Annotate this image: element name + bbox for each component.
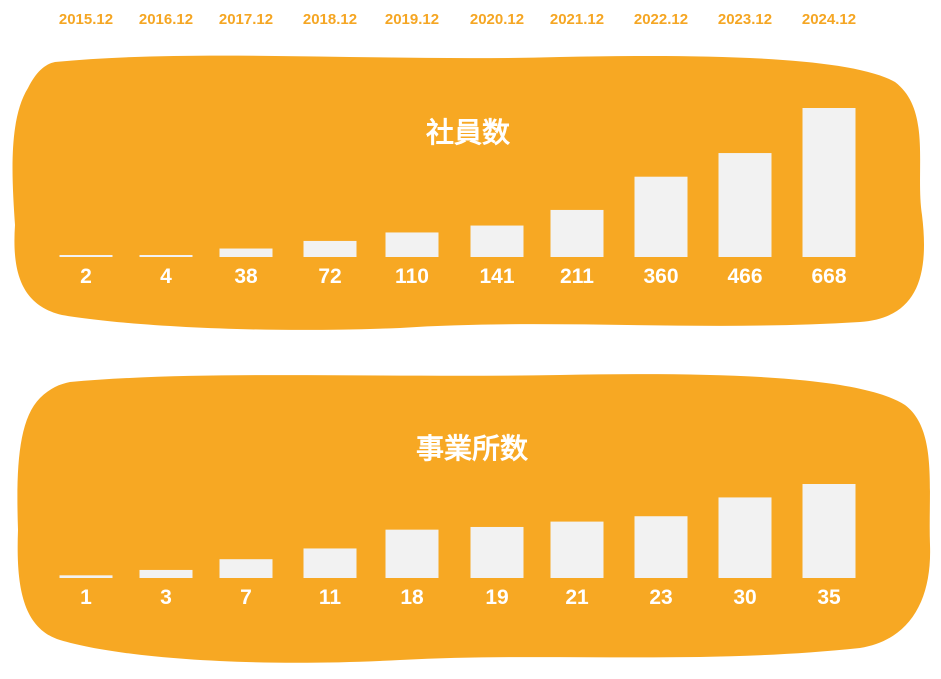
bar-value-label: 1	[80, 586, 92, 609]
bar	[718, 153, 772, 257]
bar	[550, 521, 604, 578]
bar	[59, 255, 113, 257]
employees-panel-background	[12, 55, 925, 330]
bar-value-label: 466	[727, 265, 762, 288]
bar	[59, 575, 113, 578]
year-label: 2018.12	[303, 11, 357, 28]
bar-value-label: 141	[479, 265, 514, 288]
bar-value-label: 72	[318, 265, 341, 288]
bar	[634, 516, 688, 578]
year-label: 2019.12	[385, 11, 439, 28]
bar	[219, 248, 273, 257]
year-label: 2024.12	[802, 11, 856, 28]
bar-value-label: 35	[817, 586, 841, 609]
bar-value-label: 110	[395, 265, 429, 288]
year-label: 2017.12	[219, 11, 273, 28]
year-label: 2021.12	[550, 11, 604, 28]
employees-panel: 社員数 2 4 38 72 110 141 211 360 466 668	[12, 55, 925, 330]
bar-value-label: 19	[485, 586, 508, 609]
bar-value-label: 38	[234, 265, 258, 288]
bar-value-label: 211	[560, 265, 594, 288]
bar-value-label: 4	[160, 265, 172, 288]
bar-value-label: 360	[643, 265, 678, 288]
bar-value-label: 7	[240, 586, 252, 609]
year-label: 2020.12	[470, 11, 524, 28]
offices-panel: 事業所数 1 3 7 11 18 19 21 23 30 35	[17, 374, 931, 663]
bar-value-label: 18	[400, 586, 424, 609]
bar	[470, 225, 524, 257]
bar	[139, 569, 193, 578]
bar-value-label: 2	[80, 265, 92, 288]
bar	[303, 548, 357, 578]
offices-panel-background	[17, 374, 931, 663]
year-axis: 2015.12 2016.12 2017.12 2018.12 2019.12 2020.…	[59, 11, 856, 28]
bar	[802, 484, 856, 578]
bar-value-label: 11	[319, 586, 342, 609]
bar	[303, 240, 357, 257]
year-label: 2023.12	[718, 11, 772, 28]
bar	[139, 255, 193, 257]
bar	[718, 497, 772, 578]
offices-chart-title: 事業所数	[416, 432, 529, 465]
bar-value-label: 23	[649, 586, 672, 609]
bar	[634, 176, 688, 257]
bar-value-label: 668	[811, 265, 846, 288]
year-label: 2016.12	[139, 11, 193, 28]
year-label: 2015.12	[59, 11, 113, 28]
bar	[385, 232, 439, 257]
bar	[219, 559, 273, 578]
bar	[385, 529, 439, 578]
year-label: 2022.12	[634, 11, 688, 28]
bar	[470, 526, 524, 578]
offices-value-labels: 1 3 7 11 18 19 21 23 30 35	[80, 586, 841, 609]
bar	[550, 209, 604, 257]
employees-bars	[59, 108, 856, 257]
employees-value-labels: 2 4 38 72 110 141 211 360 466 668	[80, 265, 847, 288]
offices-bars	[59, 484, 856, 578]
bar	[802, 108, 856, 257]
bar-value-label: 3	[160, 586, 172, 609]
employees-chart-title: 社員数	[426, 116, 511, 149]
bar-value-label: 30	[733, 586, 756, 609]
bar-value-label: 21	[565, 586, 589, 609]
